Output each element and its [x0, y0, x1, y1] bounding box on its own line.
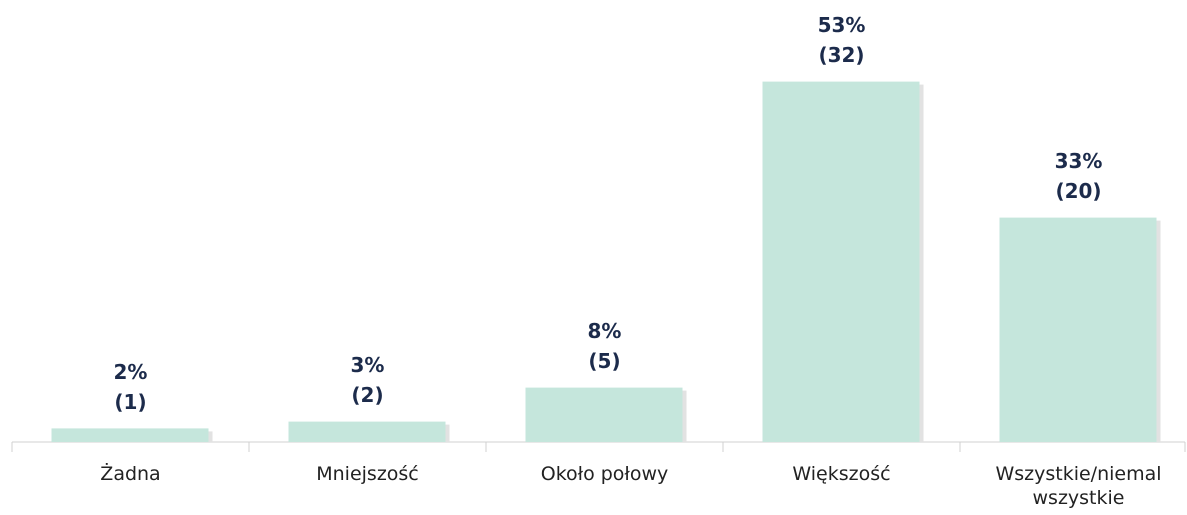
x-tick-label: Mniejszość: [316, 463, 419, 485]
x-tick-label: Żadna: [100, 463, 161, 485]
x-tick-label: Około połowy: [540, 463, 669, 485]
bar: [51, 428, 209, 442]
value-label: 8%: [588, 319, 622, 343]
count-label: (20): [1055, 179, 1101, 203]
count-label: (32): [818, 43, 864, 67]
x-tick-label-box: Około połowy: [540, 463, 669, 485]
x-tick-label: Większość: [792, 463, 891, 485]
bar: [525, 387, 683, 442]
x-tick-label: Wszystkie/niemal wszystkie: [995, 463, 1162, 509]
x-tick-label-box: Żadna: [100, 463, 161, 485]
count-label: (1): [114, 390, 146, 414]
value-label: 2%: [114, 360, 148, 384]
bar: [999, 217, 1157, 442]
x-tick-label-box: Wszystkie/niemal wszystkie: [995, 463, 1162, 509]
count-label: (2): [351, 383, 383, 407]
x-tick-label-box: Mniejszość: [316, 463, 419, 485]
value-label: 53%: [818, 13, 866, 37]
value-label: 33%: [1055, 149, 1103, 173]
count-label: (5): [588, 349, 620, 373]
bar: [288, 421, 446, 442]
value-label: 3%: [351, 353, 385, 377]
x-tick-label-box: Większość: [792, 463, 891, 485]
bar: [762, 81, 920, 442]
